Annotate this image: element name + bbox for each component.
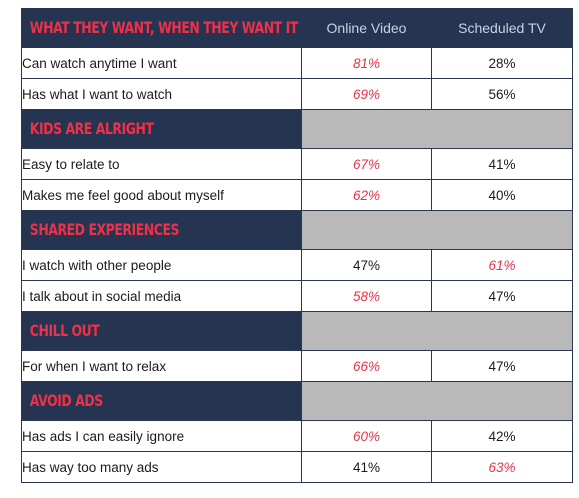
online-video-value: 60% [301, 420, 432, 452]
section-title-cell: WHAT THEY WANT, WHEN THEY WANT IT [21, 8, 302, 48]
online-video-value: 69% [301, 78, 432, 110]
column-header-scheduled-tv: Scheduled TV [431, 8, 573, 48]
section-filler [301, 311, 573, 351]
table-row: I talk about in social media 58% 47% [21, 280, 573, 312]
table-row: For when I want to relax 66% 47% [21, 350, 573, 382]
scheduled-tv-value: 41% [431, 148, 573, 180]
row-label: Makes me feel good about myself [21, 179, 302, 211]
section-filler [301, 210, 573, 250]
table-row: Has what I want to watch 69% 56% [21, 78, 573, 110]
section-filler [301, 109, 573, 149]
section-title: KIDS ARE ALRIGHT [29, 119, 154, 138]
row-label: Can watch anytime I want [21, 47, 302, 79]
section-title: AVOID ADS [29, 391, 103, 410]
online-video-value: 47% [301, 249, 432, 281]
online-video-value: 81% [301, 47, 432, 79]
section-filler [301, 381, 573, 421]
scheduled-tv-value: 47% [431, 350, 573, 382]
online-video-value: 58% [301, 280, 432, 312]
column-header-online-video: Online Video [301, 8, 432, 48]
table-row: I watch with other people 47% 61% [21, 249, 573, 281]
table-row: Has way too many ads 41% 63% [21, 451, 573, 483]
scheduled-tv-value: 42% [431, 420, 573, 452]
section-header-row: SHARED EXPERIENCES [21, 210, 573, 250]
online-video-value: 62% [301, 179, 432, 211]
section-title-cell: SHARED EXPERIENCES [21, 210, 302, 250]
section-title: SHARED EXPERIENCES [29, 220, 180, 239]
section-title-cell: CHILL OUT [21, 311, 302, 351]
row-label: Easy to relate to [21, 148, 302, 180]
comparison-table: WHAT THEY WANT, WHEN THEY WANT IT Online … [21, 8, 573, 483]
row-label: I watch with other people [21, 249, 302, 281]
section-title-cell: AVOID ADS [21, 381, 302, 421]
table-row: Easy to relate to 67% 41% [21, 148, 573, 180]
row-label: Has ads I can easily ignore [21, 420, 302, 452]
section-header-row: WHAT THEY WANT, WHEN THEY WANT IT Online … [21, 8, 573, 48]
row-label: For when I want to relax [21, 350, 302, 382]
scheduled-tv-value: 56% [431, 78, 573, 110]
scheduled-tv-value: 61% [431, 249, 573, 281]
scheduled-tv-value: 63% [431, 451, 573, 483]
section-header-row: KIDS ARE ALRIGHT [21, 109, 573, 149]
table-row: Can watch anytime I want 81% 28% [21, 47, 573, 79]
table-row: Makes me feel good about myself 62% 40% [21, 179, 573, 211]
section-header-row: AVOID ADS [21, 381, 573, 421]
section-title: WHAT THEY WANT, WHEN THEY WANT IT [29, 18, 298, 37]
scheduled-tv-value: 40% [431, 179, 573, 211]
online-video-value: 66% [301, 350, 432, 382]
section-title: CHILL OUT [29, 321, 100, 340]
row-label: Has what I want to watch [21, 78, 302, 110]
row-label: I talk about in social media [21, 280, 302, 312]
online-video-value: 67% [301, 148, 432, 180]
table-row: Has ads I can easily ignore 60% 42% [21, 420, 573, 452]
scheduled-tv-value: 47% [431, 280, 573, 312]
online-video-value: 41% [301, 451, 432, 483]
scheduled-tv-value: 28% [431, 47, 573, 79]
section-title-cell: KIDS ARE ALRIGHT [21, 109, 302, 149]
row-label: Has way too many ads [21, 451, 302, 483]
section-header-row: CHILL OUT [21, 311, 573, 351]
